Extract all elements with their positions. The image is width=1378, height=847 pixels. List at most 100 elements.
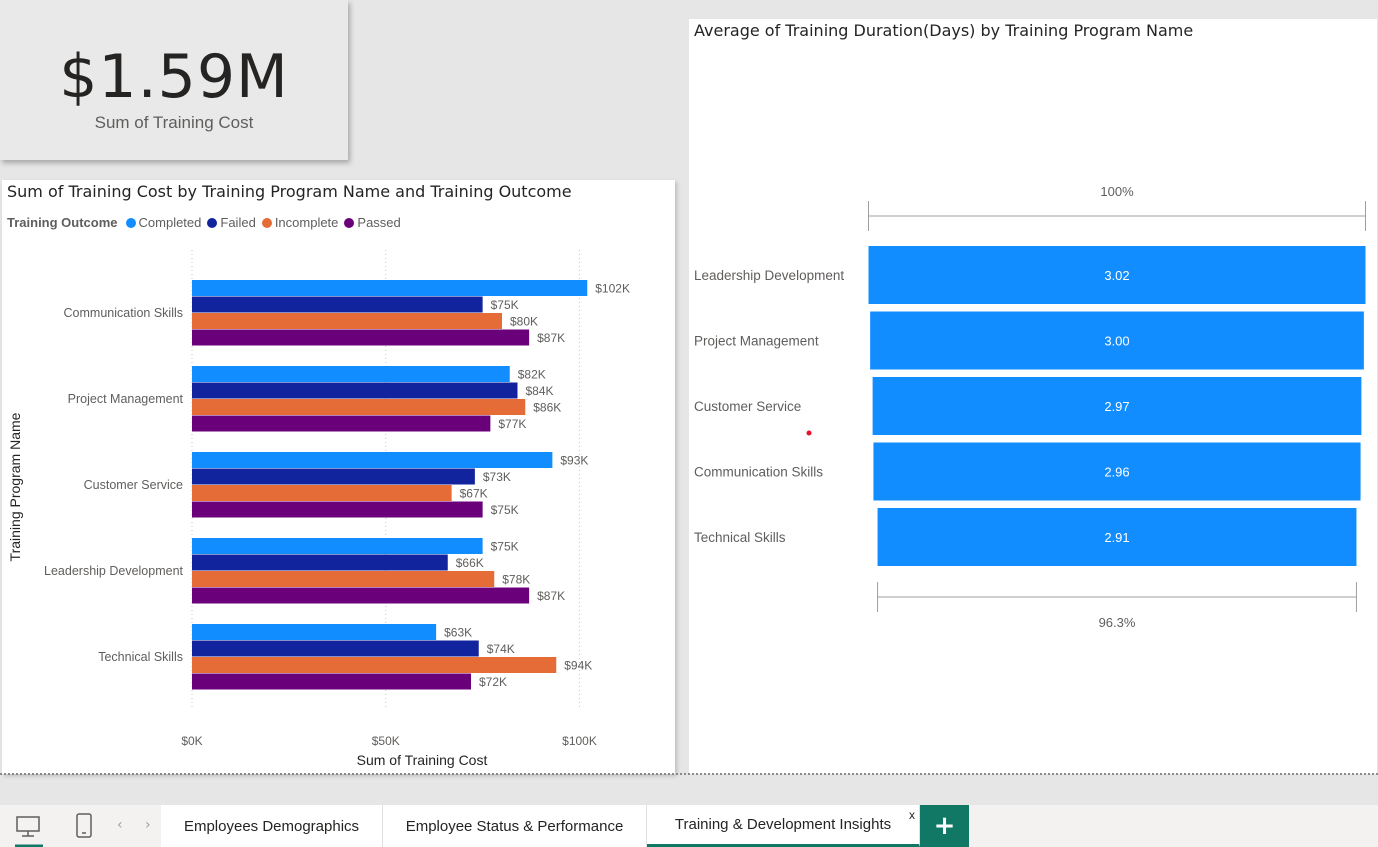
bar-completed	[192, 538, 483, 554]
add-page-button[interactable]: +	[920, 805, 969, 847]
bar-failed	[192, 554, 448, 571]
data-label: $67K	[460, 487, 488, 501]
legend-dot	[344, 217, 355, 228]
x-tick-label: $100K	[562, 734, 597, 748]
funnel-bar	[870, 311, 1364, 370]
chevron-left-icon[interactable]: ‹	[117, 817, 123, 833]
kpi-value: $1.59M	[59, 42, 289, 112]
data-label: $84K	[526, 384, 554, 398]
bar-passed	[192, 501, 483, 518]
funnel-category-label: Communication Skills	[694, 465, 823, 480]
category-label: Customer Service	[84, 478, 183, 492]
data-label: $72K	[479, 675, 507, 689]
legend-item-incomplete[interactable]: Incomplete	[261, 215, 339, 230]
legend-item-failed[interactable]: Failed	[207, 215, 256, 230]
bar-failed	[192, 382, 518, 399]
bar-passed	[192, 673, 471, 690]
data-label: $94K	[564, 659, 592, 673]
data-label: $63K	[444, 626, 472, 640]
bar-incomplete	[192, 313, 502, 329]
funnel-chart-title: Average of Training Duration(Days) by Tr…	[694, 21, 1194, 40]
bar-passed	[192, 587, 530, 604]
legend-label: Failed	[220, 215, 256, 230]
bar-completed	[192, 280, 588, 296]
funnel-value-label: 2.96	[1104, 465, 1129, 480]
bar-failed	[192, 296, 483, 313]
bar-completed	[192, 452, 553, 468]
funnel-bar	[872, 377, 1362, 435]
bar-incomplete	[192, 485, 452, 501]
desktop-layout-icon[interactable]	[14, 813, 44, 847]
legend-items: Completed Failed Incomplete Passed	[125, 215, 407, 230]
data-label: $87K	[537, 589, 565, 603]
funnel-chart-visual[interactable]: Average of Training Duration(Days) by Tr…	[689, 19, 1377, 774]
chevron-right-icon[interactable]: ›	[145, 817, 151, 833]
category-label: Leadership Development	[44, 564, 184, 578]
legend-label: Incomplete	[274, 215, 339, 230]
tab-employee-status-performance[interactable]: Employee Status & Performance	[383, 805, 647, 847]
funnel-value-label: 3.02	[1104, 268, 1129, 283]
close-icon[interactable]: x	[909, 808, 915, 822]
legend-item-completed[interactable]: Completed	[125, 215, 202, 230]
bar-chart-legend: Training Outcome Completed Failed Incomple…	[7, 215, 407, 230]
tab-label: Employee Status & Performance	[405, 817, 624, 835]
tab-label: Employees Demographics	[183, 817, 360, 835]
canvas-boundary	[0, 773, 1378, 775]
top-percent-label: 100%	[1100, 184, 1134, 199]
category-label: Technical Skills	[98, 650, 183, 664]
bar-failed	[192, 640, 479, 657]
kpi-label: Sum of Training Cost	[94, 113, 254, 132]
data-label: $73K	[483, 470, 511, 484]
bottom-percent-label: 96.3%	[1099, 615, 1136, 630]
bar-incomplete	[192, 657, 557, 673]
tab-employees-demographics[interactable]: Employees Demographics	[161, 805, 383, 847]
legend-dot	[125, 217, 136, 228]
legend-dot	[261, 217, 272, 228]
bar-passed	[192, 415, 491, 432]
bar-incomplete	[192, 399, 526, 415]
legend-label: Passed	[357, 215, 401, 230]
funnel-category-label: Leadership Development	[694, 268, 844, 283]
kpi-card[interactable]: $1.59M Sum of Training Cost	[0, 0, 348, 160]
bar-passed	[192, 329, 530, 346]
data-label: $87K	[537, 331, 565, 345]
funnel-bar	[873, 442, 1361, 501]
funnel-value-label: 2.97	[1104, 399, 1129, 414]
x-tick-label: $50K	[372, 734, 400, 748]
funnel-category-label: Customer Service	[694, 399, 801, 414]
funnel-value-label: 3.00	[1104, 334, 1129, 349]
bar-incomplete	[192, 571, 495, 587]
data-label: $93K	[560, 454, 588, 468]
bar-chart-visual[interactable]: Sum of Training Cost by Training Program…	[2, 180, 675, 774]
legend-label: Completed	[138, 215, 202, 230]
mobile-layout-icon[interactable]	[75, 813, 93, 839]
cursor-marker	[806, 430, 812, 436]
tab-training-development-insights[interactable]: Training & Development Insights x	[647, 805, 920, 847]
bar-completed	[192, 366, 510, 382]
category-label: Communication Skills	[64, 306, 183, 320]
legend-item-passed[interactable]: Passed	[344, 215, 401, 230]
bar-chart-title: Sum of Training Cost by Training Program…	[7, 182, 572, 201]
data-label: $75K	[491, 298, 519, 312]
data-label: $66K	[456, 556, 484, 570]
bar-chart-svg: $0K $50K $100K Sum of Training Cost Training…	[7, 250, 630, 768]
x-axis-title: Sum of Training Cost	[357, 752, 488, 768]
data-label: $82K	[518, 368, 546, 382]
funnel-category-label: Technical Skills	[694, 530, 786, 545]
page-tab-bar: ‹ › Employees Demographics Employee Stat…	[0, 805, 1378, 847]
funnel-category-label: Project Management	[694, 334, 819, 349]
funnel-value-label: 2.91	[1104, 530, 1129, 545]
y-axis-title: Training Program Name	[7, 412, 23, 561]
category-label: Project Management	[68, 392, 184, 406]
funnel-bar	[877, 508, 1357, 566]
data-label: $75K	[491, 540, 519, 554]
data-label: $77K	[498, 417, 526, 431]
data-label: $75K	[491, 503, 519, 517]
funnel-bar	[868, 246, 1366, 304]
data-label: $102K	[595, 282, 630, 296]
bar-completed	[192, 624, 437, 640]
data-label: $86K	[533, 401, 561, 415]
bar-failed	[192, 468, 475, 485]
legend-dot	[207, 217, 218, 228]
data-label: $80K	[510, 315, 538, 329]
